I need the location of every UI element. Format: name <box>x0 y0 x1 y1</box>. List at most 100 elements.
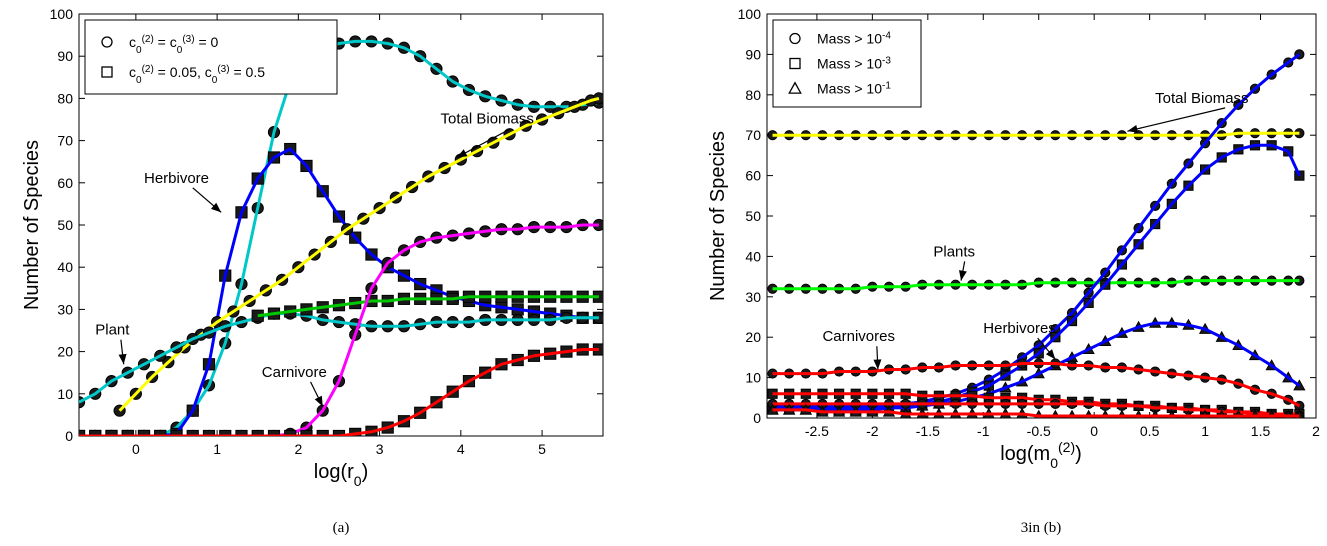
y-tick-label: 60 <box>745 168 761 184</box>
chart-b-annotation-label: Herbivores <box>983 320 1056 337</box>
chart-b-annotation-arrowhead <box>958 270 967 281</box>
chart-a-series-7-line <box>79 348 599 436</box>
y-tick-label: 80 <box>57 90 73 106</box>
chart-a-series <box>79 35 603 436</box>
chart-a-legend-marker <box>101 66 113 78</box>
y-tick-label: 40 <box>57 259 73 275</box>
chart-b-series <box>767 49 1306 418</box>
x-tick-label: -0.5 <box>1027 423 1051 439</box>
chart-a-y-axis-label: Number of Species <box>21 140 43 310</box>
y-tick-label: 70 <box>57 133 73 149</box>
x-tick-label: -2 <box>866 423 879 439</box>
y-tick-label: 10 <box>745 370 761 386</box>
chart-a-series-6-line <box>79 223 599 436</box>
chart-b-x-axis-label: log(m0(2)) <box>1000 439 1082 471</box>
chart-b-series-1 <box>767 128 1305 141</box>
x-tick-label: 4 <box>457 441 465 457</box>
y-tick-label: 90 <box>745 46 761 62</box>
chart-a-annotation-label: Carnivore <box>262 364 327 381</box>
chart-a-legend-entry: c0(2) = 0.05, c0(3) = 0.5 <box>129 64 265 86</box>
chart-b-series-9-line <box>772 408 1300 418</box>
chart-b-series-8 <box>767 398 1305 418</box>
chart-a-annotation-label: Herbivore <box>144 170 209 187</box>
y-tick-label: 50 <box>745 208 761 224</box>
chart-a-annotation-arrowhead <box>210 202 222 213</box>
chart-b-series-2 <box>767 275 1305 294</box>
chart-b: 0 10 20 30 40 50 60 70 80 90 100 -2.5 -2 -1.5 -1 -0.5 0 0… <box>707 6 1320 536</box>
x-tick-label: -1 <box>977 423 990 439</box>
y-tick-label: 0 <box>65 428 73 444</box>
x-tick-label: 0 <box>1090 423 1098 439</box>
x-tick-label: 0.5 <box>1140 423 1160 439</box>
y-tick-label: 80 <box>745 87 761 103</box>
chart-a-legend-entry: c0(2) = c0(3) = 0 <box>129 34 219 56</box>
y-tick-label: 30 <box>57 301 73 317</box>
chart-b-legend-marker <box>789 32 801 45</box>
chart-a-series-4-line <box>79 312 599 404</box>
y-tick-label: 40 <box>745 248 761 264</box>
chart-b-annotation-arrow <box>1127 107 1226 132</box>
x-tick-label: 1 <box>213 441 221 457</box>
chart-b-legend-marker <box>789 57 801 70</box>
chart-a-annotation-arrow <box>456 128 511 159</box>
chart-a-legend-marker <box>101 36 113 48</box>
chart-b-ticks: 0 10 20 30 40 50 60 70 80 90 100 -2.5 -2 -1.5 -1 -0.5 0 0… <box>738 6 1320 439</box>
chart-b-annotation-label: Total Biomass <box>1155 90 1248 107</box>
chart-a-annotation-arrowhead <box>456 149 468 158</box>
y-tick-label: 10 <box>57 386 73 402</box>
x-tick-label: 5 <box>538 441 546 457</box>
chart-b-series-1-line <box>772 131 1300 137</box>
chart-b-series-6 <box>767 358 1305 411</box>
x-tick-label: 2 <box>294 441 302 457</box>
chart-a-annotation-arrowhead <box>314 395 323 407</box>
y-tick-label: 50 <box>57 217 73 233</box>
chart-b-annotation-label: Plants <box>933 243 975 260</box>
chart-b-series-3-line <box>772 53 1301 408</box>
chart-a-annotation-label: Total Biomass <box>441 111 534 128</box>
chart-b-legend: Mass > 10-4 Mass > 10-3 Mass > 10-1 <box>772 19 922 108</box>
y-tick-label: 60 <box>57 175 73 191</box>
x-tick-label: -2.5 <box>805 423 829 439</box>
chart-a-x-axis-label: log(r0) <box>314 461 368 489</box>
chart-b-legend-marker <box>788 81 802 94</box>
chart-b-legend-entry: Mass > 10-4 <box>817 30 891 47</box>
chart-a-legend-box <box>84 19 338 95</box>
chart-a-annotation-label: Plant <box>95 322 130 339</box>
x-tick-label: 3 <box>376 441 384 457</box>
chart-b-series-2-line <box>772 279 1300 291</box>
chart-a-annotations: Total Biomass Herbivore Plant Carnivore <box>95 111 534 407</box>
chart-a-series-4-point <box>79 396 86 409</box>
y-tick-label: 20 <box>57 344 73 360</box>
x-tick-label: 2 <box>1312 423 1320 439</box>
chart-a-caption: (a) <box>333 520 350 536</box>
chart-b-series-5-line <box>772 321 1301 412</box>
y-tick-label: 20 <box>745 329 761 345</box>
chart-b-legend-entry: Mass > 10-3 <box>817 55 891 72</box>
chart-b-annotation-label: Carnivores <box>822 328 895 345</box>
chart-b-annotation-arrowhead <box>1127 124 1139 133</box>
chart-b-series-4-line <box>772 143 1301 410</box>
y-tick-label: 30 <box>745 289 761 305</box>
x-tick-label: -1.5 <box>916 423 940 439</box>
chart-a: 0 10 20 30 40 50 60 70 80 90 100 0 1 2 3 4 5 Total Bioma… <box>21 6 604 536</box>
y-tick-label: 100 <box>738 6 762 22</box>
chart-a-series-5-line <box>257 295 599 318</box>
chart-b-caption: 3in (b) <box>1021 520 1061 536</box>
chart-b-annotations: Total Biomass Plants Carnivores Herbivores <box>822 90 1249 370</box>
chart-b-legend-entry: Mass > 10-1 <box>817 80 891 97</box>
chart-b-annotation-arrowhead <box>1045 349 1056 360</box>
chart-b-series-8-line <box>772 402 1300 418</box>
y-tick-label: 90 <box>57 48 73 64</box>
chart-b-series-9 <box>767 403 1304 418</box>
y-tick-label: 100 <box>50 6 74 22</box>
x-tick-label: 1 <box>1201 423 1209 439</box>
y-tick-label: 70 <box>745 127 761 143</box>
chart-a-series-5 <box>251 290 603 322</box>
x-tick-label: 1.5 <box>1251 423 1271 439</box>
chart-a-legend: c0(2) = c0(3) = 0 c0(2) = 0.05, c0(3) = 0… <box>84 19 338 95</box>
chart-a-series-7 <box>79 343 603 436</box>
chart-b-y-axis-label: Number of Species <box>707 131 729 301</box>
chart-b-annotation-arrowhead <box>873 359 882 370</box>
x-tick-label: 0 <box>132 441 140 457</box>
